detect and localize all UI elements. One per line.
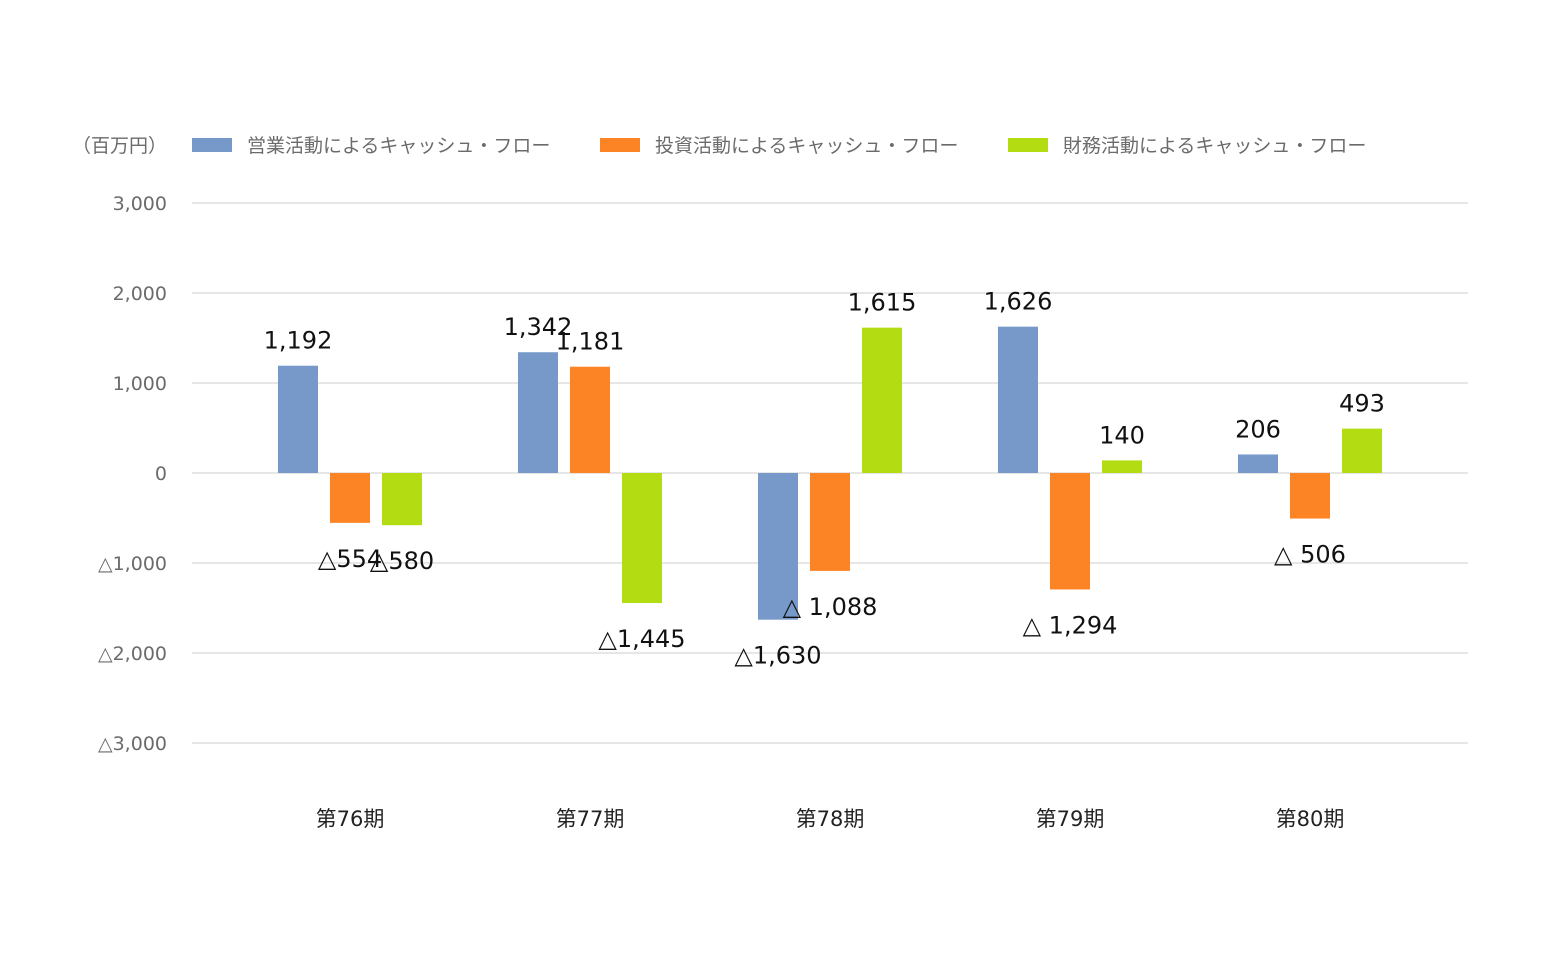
bar-1-1 [278, 365, 318, 473]
bar-3-3 [862, 327, 902, 473]
y-tick-label: △1,000 [98, 553, 167, 575]
data-label-1-2: 1,342 [504, 313, 573, 341]
legend-swatch-1 [192, 138, 232, 152]
legend-label-1: 営業活動によるキャッシュ・フロー [247, 135, 550, 157]
data-label-2-2: 1,181 [556, 328, 625, 356]
legend-label-2: 投資活動によるキャッシュ・フロー [655, 135, 958, 157]
x-tick-label: 第79期 [1036, 807, 1105, 831]
bar-3-2 [622, 473, 662, 604]
data-label-1-5: 206 [1235, 415, 1281, 443]
x-tick-label: 第78期 [796, 807, 865, 831]
data-label-1-4: 1,626 [984, 288, 1053, 316]
data-label-3-5: 493 [1339, 390, 1385, 418]
y-tick-label: 0 [155, 463, 167, 485]
y-tick-label: 2,000 [113, 283, 167, 305]
data-label-2-4: △ 1,294 [1023, 611, 1118, 639]
y-axis-labels: 3,000 2,000 1,000 0 △1,000 △2,000 △3,000 [98, 193, 167, 755]
y-tick-label: △2,000 [98, 643, 167, 665]
bar-1-5 [1238, 454, 1278, 473]
bar-1-3 [758, 473, 798, 620]
x-tick-label: 第80期 [1276, 807, 1345, 831]
bar-2-5 [1290, 473, 1330, 519]
bar-2-2 [570, 366, 610, 473]
data-label-3-1: △580 [370, 547, 434, 575]
data-label-1-1: 1,192 [264, 327, 333, 355]
unit-label: （百万円） [72, 135, 167, 157]
data-label-2-1: △554 [318, 545, 382, 573]
y-tick-label: △3,000 [98, 733, 167, 755]
y-tick-label: 3,000 [113, 193, 167, 215]
bar-2-4 [1050, 473, 1090, 590]
bar-2-3 [810, 473, 850, 571]
bar-3-1 [382, 473, 422, 526]
x-tick-label: 第77期 [556, 807, 625, 831]
bar-3-4 [1102, 460, 1142, 473]
data-label-2-3: △ 1,088 [783, 593, 878, 621]
y-tick-label: 1,000 [113, 373, 167, 395]
data-label-3-4: 140 [1099, 421, 1145, 449]
x-tick-label: 第76期 [316, 807, 385, 831]
legend-swatch-2 [600, 138, 640, 152]
data-label-3-2: △1,445 [598, 625, 685, 653]
bars [278, 326, 1382, 620]
bar-1-4 [998, 326, 1038, 473]
data-label-1-3: △1,630 [734, 642, 821, 670]
x-axis-labels: 第76期 第77期 第78期 第79期 第80期 [316, 807, 1345, 831]
data-label-3-3: 1,615 [848, 289, 917, 317]
data-label-2-5: △ 506 [1274, 541, 1346, 569]
legend-label-3: 財務活動によるキャッシュ・フロー [1063, 135, 1366, 157]
legend-swatch-3 [1008, 138, 1048, 152]
bar-2-1 [330, 473, 370, 523]
legend: 営業活動によるキャッシュ・フロー 投資活動によるキャッシュ・フロー 財務活動によるキ… [192, 135, 1366, 157]
bar-3-5 [1342, 428, 1382, 473]
bar-1-2 [518, 352, 558, 473]
